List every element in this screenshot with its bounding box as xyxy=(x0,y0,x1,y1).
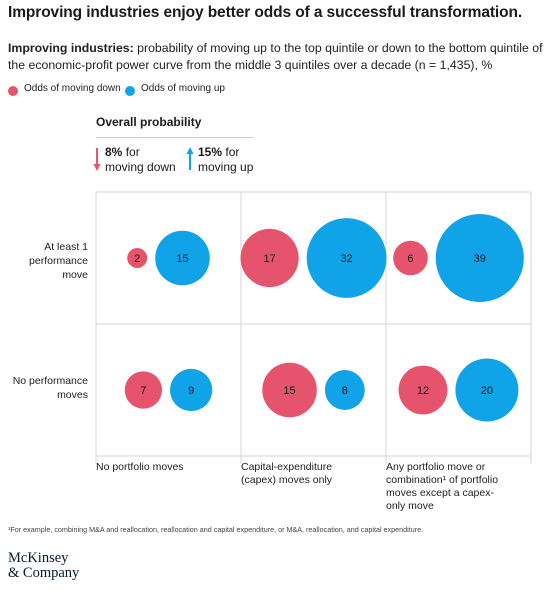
bubble-down-label: 7 xyxy=(140,385,146,397)
row-label-line: move xyxy=(62,269,88,281)
logo-line-1: McKinsey xyxy=(8,550,69,566)
mckinsey-logo: McKinsey & Company xyxy=(8,551,79,581)
chart-subtitle: Improving industries: probability of mov… xyxy=(8,40,548,74)
bubble-down-label: 2 xyxy=(134,253,140,265)
overall-up-text: 15% for moving up xyxy=(198,145,253,175)
bubble-up xyxy=(155,230,210,286)
legend-dot-down xyxy=(8,86,18,96)
subtitle-text: probability of moving up to the top quin… xyxy=(8,41,543,72)
col-label-no-portfolio: No portfolio moves xyxy=(96,461,231,474)
bubble-up-label: 20 xyxy=(481,385,493,397)
col-label-line: combination¹ of portfolio xyxy=(386,474,499,486)
bubble-down xyxy=(398,365,448,415)
legend-label-up: Odds of moving up xyxy=(141,83,225,94)
col-label-line: Capital-expenditure xyxy=(241,461,333,473)
logo-line-2: & Company xyxy=(8,565,80,581)
col-label-line: Any portfolio move or xyxy=(386,461,486,473)
bubble-down xyxy=(127,248,148,268)
row-label-line: performance xyxy=(29,255,88,267)
overall-down-value: 8% xyxy=(105,145,123,159)
bubble-down xyxy=(262,362,317,418)
bubble-down-label: 17 xyxy=(263,253,275,265)
bubble-down xyxy=(240,228,299,288)
bubble-down-label: 15 xyxy=(283,385,295,397)
chart-title: Improving industries enjoy better odds o… xyxy=(8,4,523,21)
bubble-up xyxy=(170,368,213,412)
legend-label-down: Odds of moving down xyxy=(24,83,121,94)
overall-divider xyxy=(96,137,254,138)
col-label-line: (capex) moves only xyxy=(241,474,333,486)
bubble-down-label: 12 xyxy=(417,385,429,397)
row-label-line: At least 1 xyxy=(44,241,88,253)
bubble-up-label: 8 xyxy=(342,385,348,397)
legend-dot-up xyxy=(125,86,135,96)
bubble-down xyxy=(393,240,428,276)
col-label-line: moves except a capex- xyxy=(386,487,494,499)
bubble-up xyxy=(306,218,387,298)
col-label-line: No portfolio moves xyxy=(96,461,184,473)
up-arrow-icon xyxy=(186,147,194,170)
row-label-line: moves xyxy=(57,389,88,401)
overall-down-for: for xyxy=(125,145,140,159)
footnote: ¹For example, combining M&A and realloca… xyxy=(8,525,424,534)
col-label-line: only move xyxy=(386,500,434,512)
bubble-up-label: 15 xyxy=(176,253,188,265)
bubble-down-label: 6 xyxy=(407,253,413,265)
bubble-up-label: 9 xyxy=(188,385,194,397)
overall-up-for: for xyxy=(225,145,240,159)
row-label-no-performance: No performance moves xyxy=(8,374,88,402)
bubble-down xyxy=(124,371,163,409)
overall-down-caption: moving down xyxy=(105,160,176,174)
bubble-up-label: 32 xyxy=(340,253,352,265)
overall-down-text: 8% for moving down xyxy=(105,145,176,175)
bubble-up xyxy=(435,213,524,303)
bubble-up-label: 39 xyxy=(474,253,486,265)
overall-title: Overall probability xyxy=(96,115,202,129)
row-label-line: No performance xyxy=(12,375,88,387)
subtitle-bold: Improving industries: xyxy=(8,41,134,55)
row-label-performance-move: At least 1 performance move xyxy=(8,240,88,282)
bubble-up xyxy=(324,370,365,410)
down-arrow-icon xyxy=(93,148,101,171)
col-label-capex: Capital-expenditure (capex) moves only xyxy=(241,461,376,487)
overall-up-caption: moving up xyxy=(198,160,254,174)
col-label-any-portfolio: Any portfolio move or combination¹ of po… xyxy=(386,461,521,513)
overall-up-value: 15% xyxy=(198,145,223,159)
bubble-up xyxy=(455,358,519,422)
